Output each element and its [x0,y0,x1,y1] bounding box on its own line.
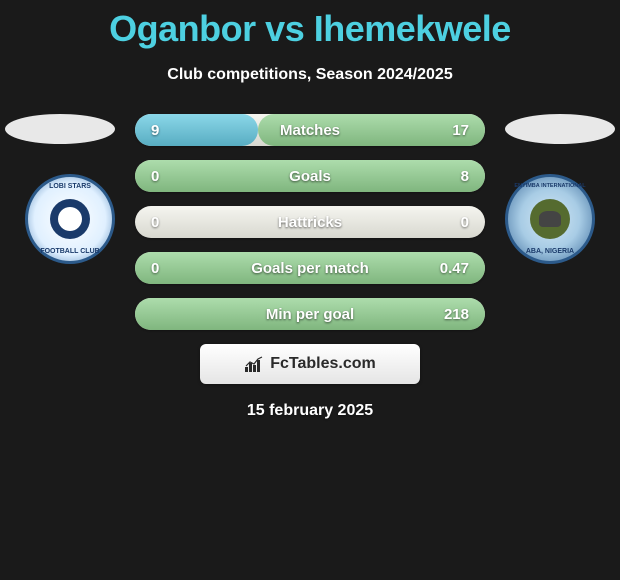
stat-row: 0 Goals 8 [135,160,485,192]
badge-left-inner [50,199,90,239]
badge-right-inner [530,199,570,239]
club-badge-left: LOBI STARS FOOTBALL CLUB [25,174,115,264]
stat-row: Min per goal 218 [135,298,485,330]
comparison-content: LOBI STARS FOOTBALL CLUB ENYIMBA INTERNA… [0,114,620,420]
club-badge-right: ENYIMBA INTERNATIONAL ABA, NIGERIA [505,174,595,264]
badge-right-top-text: ENYIMBA INTERNATIONAL [514,183,585,189]
brand-text: FcTables.com [270,355,376,373]
stat-value-right: 218 [444,306,469,323]
badge-right-bottom-text: ABA, NIGERIA [526,248,574,255]
stats-area: 9 Matches 17 0 Goals 8 0 Hattricks 0 0 Goals per m… [135,114,485,330]
stat-value-right: 17 [452,122,469,139]
stat-row: 9 Matches 17 [135,114,485,146]
player-left-ellipse [5,114,115,144]
stat-value-right: 0.47 [440,260,469,277]
player-right-ellipse [505,114,615,144]
elephant-icon [539,211,561,227]
stat-value-right: 8 [461,168,469,185]
stat-value-left: 0 [151,260,159,277]
stat-value-left: 0 [151,168,159,185]
stat-label: Goals [289,168,331,185]
badge-left-top-text: LOBI STARS [49,183,91,190]
stat-row: 0 Hattricks 0 [135,206,485,238]
date-text: 15 february 2025 [0,402,620,420]
stat-label: Goals per match [251,260,369,277]
stat-row: 0 Goals per match 0.47 [135,252,485,284]
stat-label: Min per goal [266,306,354,323]
stat-label: Matches [280,122,340,139]
page-title: Oganbor vs Ihemekwele [0,0,620,50]
soccer-ball-icon [58,207,82,231]
chart-icon [244,355,264,373]
stat-value-left: 0 [151,214,159,231]
subtitle: Club competitions, Season 2024/2025 [0,66,620,84]
stat-label: Hattricks [278,214,342,231]
stat-value-right: 0 [461,214,469,231]
brand-box: FcTables.com [200,344,420,384]
badge-left-bottom-text: FOOTBALL CLUB [40,248,99,255]
stat-value-left: 9 [151,122,159,139]
